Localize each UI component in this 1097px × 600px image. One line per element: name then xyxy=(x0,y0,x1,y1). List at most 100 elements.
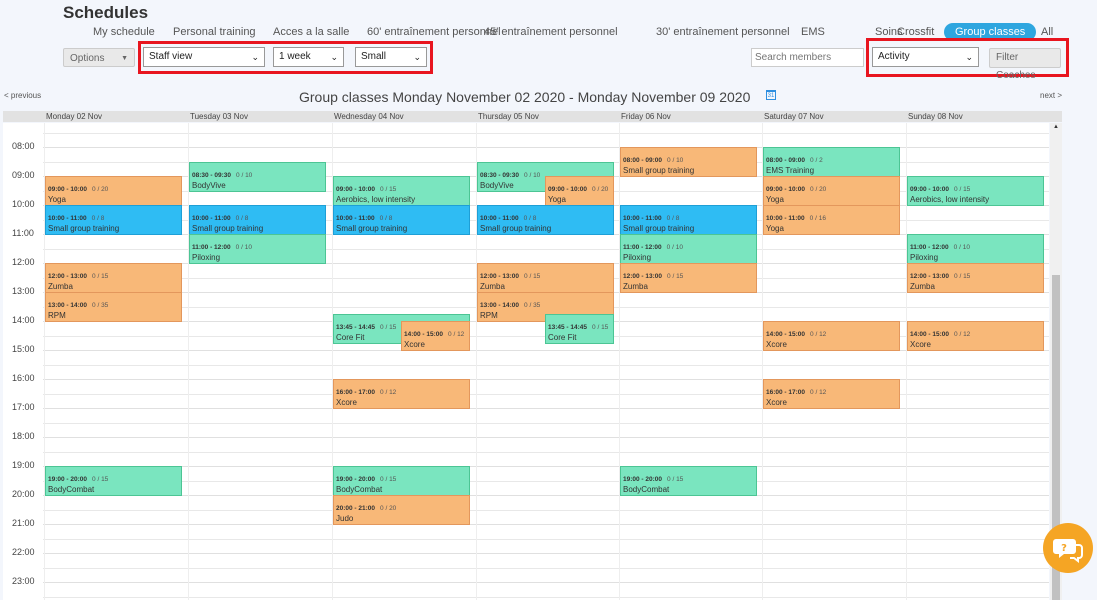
tab-ems[interactable]: EMS xyxy=(801,26,825,38)
class-event[interactable]: 10:00 - 11:00 0 / 8 Small group training xyxy=(333,205,470,235)
event-capacity: 0 / 8 xyxy=(91,215,105,222)
period-select[interactable]: 1 week ⌄ xyxy=(273,47,344,67)
class-event[interactable]: 12:00 - 13:00 0 / 15 Zumba xyxy=(620,263,757,293)
activity-select[interactable]: Activity ⌄ xyxy=(872,47,979,67)
search-members-input[interactable] xyxy=(751,48,864,67)
previous-link[interactable]: < previous xyxy=(4,91,42,100)
event-name: Small group training xyxy=(336,224,408,233)
class-event[interactable]: 08:30 - 09:30 0 / 10 BodyVive xyxy=(189,161,326,192)
class-event[interactable]: 14:00 - 15:00 0 / 12 Xcore xyxy=(401,321,470,351)
tab-personal-training[interactable]: Personal training xyxy=(173,26,256,38)
class-event[interactable]: 19:00 - 20:00 0 / 15 BodyCombat xyxy=(333,466,470,496)
class-event[interactable]: 09:00 - 10:00 0 / 15 Aerobics, low intensi… xyxy=(333,176,470,206)
event-name: Xcore xyxy=(766,340,787,349)
caret-down-icon: ▼ xyxy=(121,55,128,62)
tab-45-entra-nement-personnel[interactable]: 45' entraînement personnel xyxy=(484,26,618,38)
scroll-up-icon[interactable]: ▲ xyxy=(1053,124,1059,130)
event-time: 14:00 - 15:00 xyxy=(404,331,444,338)
class-event[interactable]: 09:00 - 10:00 0 / 15 Aerobics, low intensi… xyxy=(907,176,1044,206)
tab-soins[interactable]: Soins xyxy=(875,26,903,38)
event-time: 10:00 - 11:00 xyxy=(192,215,231,222)
grid-line xyxy=(43,582,1049,583)
class-event[interactable]: 11:00 - 12:00 0 / 10 Piloxing xyxy=(189,234,326,264)
class-event[interactable]: 12:00 - 13:00 0 / 15 Zumba xyxy=(477,263,614,293)
view-select[interactable]: Staff view ⌄ xyxy=(143,47,265,67)
time-label: 12:00 xyxy=(12,257,35,267)
grid-line xyxy=(43,248,1049,250)
class-event[interactable]: 09:00 - 10:00 0 / 20 Yoga xyxy=(45,176,182,206)
event-time: 20:00 - 21:00 xyxy=(336,505,376,512)
event-time: 13:45 - 14:45 xyxy=(336,323,376,331)
tab-30-entra-nement-personnel[interactable]: 30' entraînement personnel xyxy=(656,26,790,38)
class-event[interactable]: 12:00 - 13:00 0 / 15 Zumba xyxy=(45,263,182,293)
day-divider xyxy=(906,123,907,600)
tab-crossfit[interactable]: Crossfit xyxy=(897,26,935,38)
calendar-grid[interactable]: 08:00 09:00 10:00 11:00 12:00 13:00 14:00 15:00… xyxy=(3,123,1049,600)
grid-line xyxy=(43,466,1049,467)
scrollbar-thumb[interactable] xyxy=(1052,275,1060,600)
day-divider xyxy=(188,123,189,600)
class-event[interactable]: 09:00 - 10:00 0 / 20 Yoga xyxy=(545,176,614,206)
grid-line xyxy=(43,393,1049,395)
day-header: Friday 06 Nov xyxy=(621,112,671,121)
class-event[interactable]: 10:00 - 11:00 0 / 8 Small group training xyxy=(620,205,757,235)
tab-group-classes[interactable]: Group classes xyxy=(944,23,1037,41)
class-event[interactable]: 14:00 - 15:00 0 / 12 Xcore xyxy=(907,321,1044,351)
time-label: 14:00 xyxy=(12,315,35,325)
tab-my-schedule[interactable]: My schedule xyxy=(93,26,155,38)
event-time: 19:00 - 20:00 xyxy=(48,476,88,483)
class-event[interactable]: 11:00 - 12:00 0 / 10 Piloxing xyxy=(907,234,1044,264)
options-button[interactable]: Options ▼ xyxy=(63,48,135,67)
event-name: Aerobics, low intensity xyxy=(336,195,416,204)
class-event[interactable]: 19:00 - 20:00 0 / 15 BodyCombat xyxy=(45,466,182,496)
grid-line xyxy=(43,379,1049,380)
class-event[interactable]: 09:00 - 10:00 0 / 20 Yoga xyxy=(763,176,900,206)
calendar-icon[interactable]: 31 xyxy=(766,90,776,100)
time-label: 17:00 xyxy=(12,402,35,412)
grid-line xyxy=(43,364,1049,366)
event-name: Core Fit xyxy=(548,332,577,342)
event-name: BodyVive xyxy=(192,180,226,190)
chat-icon: ? xyxy=(1053,539,1083,563)
event-name: Small group training xyxy=(623,224,695,233)
scrollbar[interactable]: ▲ xyxy=(1050,123,1062,600)
class-event[interactable]: 10:00 - 11:00 0 / 8 Small group training xyxy=(45,205,182,235)
event-time: 08:00 - 09:00 xyxy=(623,157,663,164)
class-event[interactable]: 08:00 - 09:00 0 / 2 EMS Training xyxy=(763,147,900,177)
grid-line xyxy=(43,495,1049,496)
class-event[interactable]: 13:45 - 14:45 0 / 15 Core Fit xyxy=(545,313,614,344)
class-event[interactable]: 10:00 - 11:00 0 / 8 Small group training xyxy=(477,205,614,235)
class-event[interactable]: 10:00 - 11:00 0 / 8 Small group training xyxy=(189,205,326,235)
class-event[interactable]: 10:00 - 11:00 0 / 16 Yoga xyxy=(763,205,900,235)
event-capacity: 0 / 35 xyxy=(524,302,541,309)
event-time: 09:00 - 10:00 xyxy=(48,186,88,193)
class-event[interactable]: 08:00 - 09:00 0 / 10 Small group training xyxy=(620,147,757,177)
class-event[interactable]: 14:00 - 15:00 0 / 12 Xcore xyxy=(763,321,900,351)
event-time: 14:00 - 15:00 xyxy=(910,331,950,338)
event-capacity: 0 / 20 xyxy=(92,186,109,193)
event-time: 09:00 - 10:00 xyxy=(910,186,950,193)
tab-acces-a-la-salle[interactable]: Acces a la salle xyxy=(273,26,350,38)
tab-all[interactable]: All xyxy=(1041,26,1054,38)
event-name: Core Fit xyxy=(336,332,365,342)
class-event[interactable]: 19:00 - 20:00 0 / 15 BodyCombat xyxy=(620,466,757,496)
filter-coaches-button[interactable]: Filter Coaches xyxy=(989,48,1061,81)
class-event[interactable]: 12:00 - 13:00 0 / 15 Zumba xyxy=(907,263,1044,293)
tab-60-entra-nement-personnel[interactable]: 60' entraînement personnel xyxy=(367,26,501,38)
size-select[interactable]: Small ⌄ xyxy=(355,47,427,67)
event-time: 08:30 - 09:30 xyxy=(192,171,232,179)
event-time: 19:00 - 20:00 xyxy=(623,476,663,483)
day-header: Saturday 07 Nov xyxy=(764,112,824,121)
event-time: 08:00 - 09:00 xyxy=(766,157,806,164)
day-header: Sunday 08 Nov xyxy=(908,112,963,121)
next-link[interactable]: next > xyxy=(1040,91,1063,100)
class-event[interactable]: 20:00 - 21:00 0 / 20 Judo xyxy=(333,495,470,525)
event-time: 08:30 - 09:30 xyxy=(480,171,520,179)
class-event[interactable]: 16:00 - 17:00 0 / 12 Xcore xyxy=(763,379,900,409)
event-time: 16:00 - 17:00 xyxy=(336,389,376,396)
class-event[interactable]: 13:00 - 14:00 0 / 35 RPM xyxy=(45,292,182,322)
class-event[interactable]: 16:00 - 17:00 0 / 12 Xcore xyxy=(333,379,470,409)
activity-select-value: Activity xyxy=(878,51,910,62)
class-event[interactable]: 11:00 - 12:00 0 / 10 Piloxing xyxy=(620,234,757,264)
chat-button[interactable]: ? xyxy=(1043,523,1093,573)
